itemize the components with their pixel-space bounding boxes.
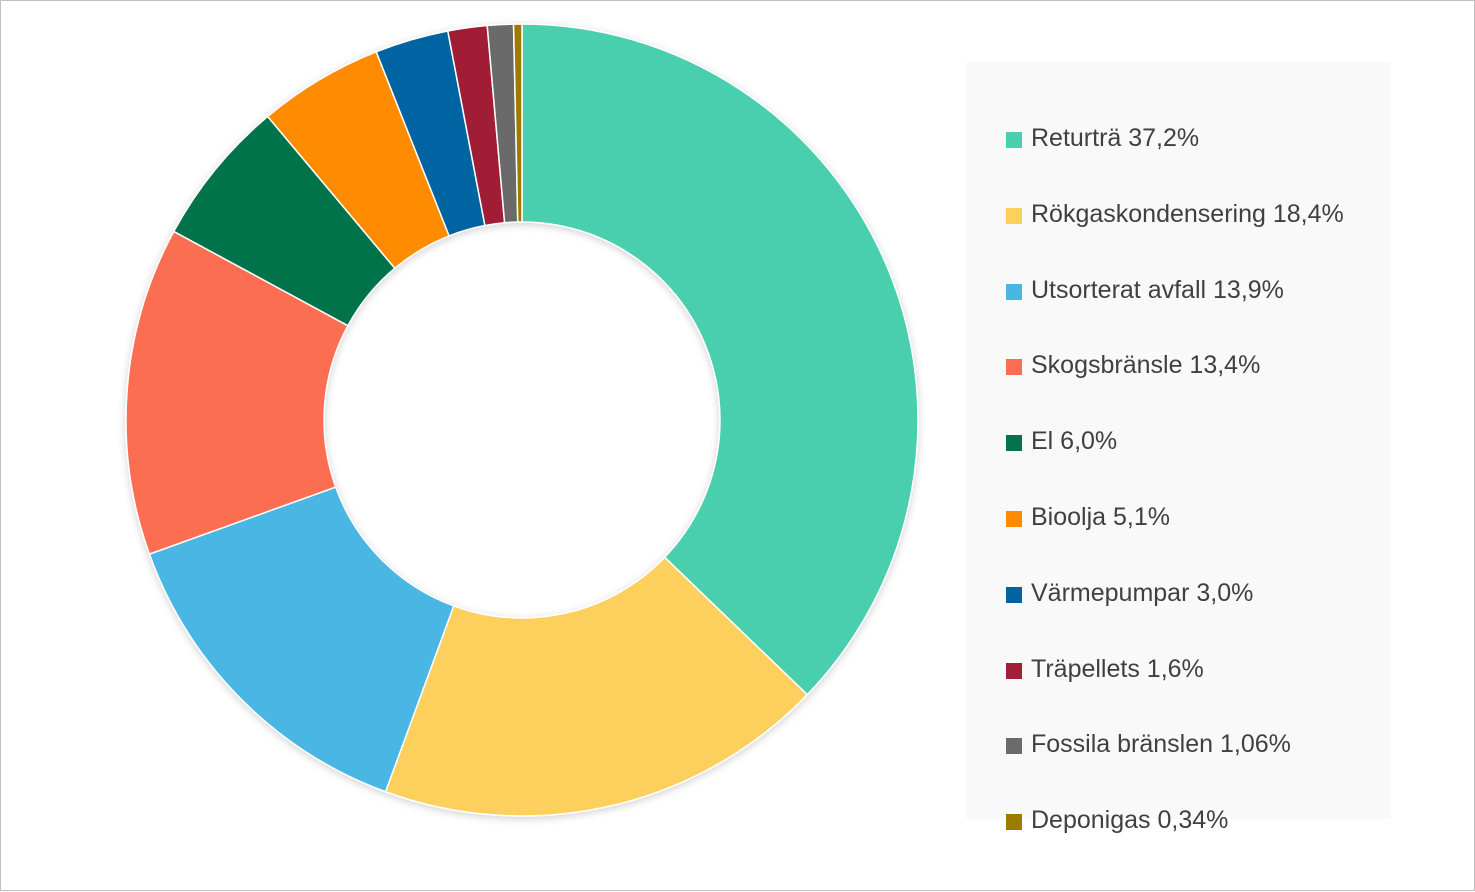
legend-swatch	[1006, 738, 1022, 755]
legend-item: Bioolja 5,1%	[966, 479, 1391, 555]
legend-swatch	[1006, 283, 1022, 300]
legend-swatch	[1006, 359, 1022, 376]
legend-label: El 6,0%	[1031, 427, 1118, 456]
legend-item: Rökgaskondensering 18,4%	[966, 176, 1391, 252]
donut-slice-4	[125, 230, 349, 556]
legend-item: Returträ 37,2%	[966, 100, 1391, 176]
legend-label: Bioolja 5,1%	[1031, 502, 1170, 531]
donut-ring	[125, 23, 919, 817]
legend-label: Returträ 37,2%	[1031, 124, 1200, 152]
legend-item: Utsorterat avfall 13,9%	[966, 252, 1391, 328]
legend-label: Fossila bränslen 1,06%	[1031, 730, 1291, 759]
legend-item: Värmepumpar 3,0%	[966, 555, 1391, 631]
legend-swatch	[1006, 586, 1022, 603]
legend-item: Fossila bränslen 1,06%	[966, 706, 1391, 782]
legend-swatch	[1006, 132, 1022, 148]
legend-label: Värmepumpar 3,0%	[1031, 578, 1254, 607]
donut-slice-2	[384, 556, 809, 817]
donut-slice-3	[148, 486, 455, 793]
legend-label: Utsorterat avfall 13,9%	[1031, 275, 1284, 304]
legend-swatch	[1006, 814, 1022, 831]
legend-swatch	[1006, 510, 1022, 527]
legend-item: Träpellets 1,6%	[966, 631, 1391, 707]
legend: Returträ 37,2% Rökgaskondensering 18,4% Ut…	[966, 62, 1391, 834]
legend-label: Skogsbränsle 13,4%	[1031, 351, 1261, 380]
donut-slice-1	[521, 23, 919, 696]
legend-label: Rökgaskondensering 18,4%	[1031, 199, 1344, 228]
legend-label: Träpellets 1,6%	[1031, 654, 1204, 683]
legend-swatch	[1006, 207, 1022, 224]
donut-slice-10	[512, 23, 523, 223]
legend-item: El 6,0%	[966, 403, 1391, 479]
legend-item: Skogsbränsle 13,4%	[966, 327, 1391, 403]
legend-swatch	[1006, 662, 1022, 679]
legend-item: Deponigas 0,34%	[966, 782, 1391, 858]
legend-label: Deponigas 0,34%	[1031, 806, 1229, 835]
legend-swatch	[1006, 435, 1022, 452]
